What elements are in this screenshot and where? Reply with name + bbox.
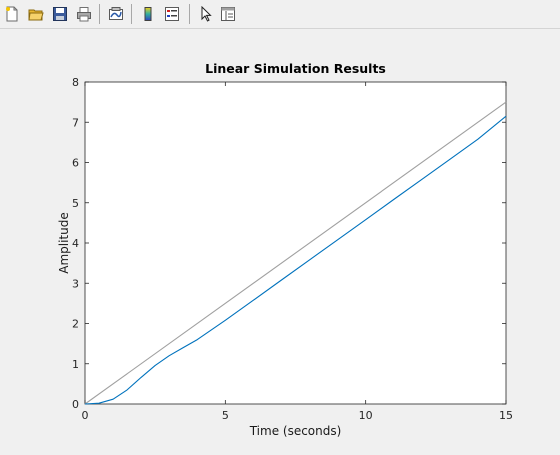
- figure-canvas: Linear Simulation Results 0 5 10 15 0 1 2 3 4 5 6 7…: [0, 29, 560, 451]
- line-chart: Linear Simulation Results 0 5 10 15 0 1 2 3 4 5 6 7…: [57, 61, 513, 438]
- y-tick-label: 8: [72, 76, 79, 89]
- y-tick-label: 0: [72, 398, 79, 411]
- property-inspector-icon[interactable]: [217, 3, 239, 25]
- x-tick-label: 0: [82, 409, 89, 422]
- toolbar-separator: [189, 4, 190, 24]
- y-tick-label: 1: [72, 358, 79, 371]
- colorbar-icon[interactable]: [137, 3, 159, 25]
- figure-toolbar: [0, 0, 560, 29]
- series-layer: [84, 101, 507, 405]
- toolbar-separator: [131, 4, 132, 24]
- y-tick-label: 3: [72, 277, 79, 290]
- y-axis-label: Amplitude: [57, 212, 71, 274]
- legend-icon[interactable]: [161, 3, 183, 25]
- link-plot-icon[interactable]: [105, 3, 127, 25]
- x-tick-label: 10: [359, 409, 373, 422]
- input-series-line: [84, 101, 507, 405]
- chart-title: Linear Simulation Results: [205, 61, 386, 76]
- y-tick-label: 4: [72, 237, 79, 250]
- plot-area: [84, 81, 507, 405]
- x-axis-label: Time (seconds): [249, 424, 342, 438]
- y-tick-label: 5: [72, 197, 79, 210]
- x-tick-label: 5: [222, 409, 229, 422]
- save-icon[interactable]: [49, 3, 71, 25]
- y-tick-label: 7: [72, 116, 79, 129]
- x-tick-label: 15: [499, 409, 513, 422]
- open-file-icon[interactable]: [25, 3, 47, 25]
- y-tick-label: 6: [72, 157, 79, 170]
- pointer-icon[interactable]: [195, 3, 217, 25]
- new-figure-icon[interactable]: [1, 3, 23, 25]
- print-icon[interactable]: [73, 3, 95, 25]
- toolbar-separator: [99, 4, 100, 24]
- response-series-line: [84, 115, 507, 405]
- y-tick-label: 2: [72, 318, 79, 331]
